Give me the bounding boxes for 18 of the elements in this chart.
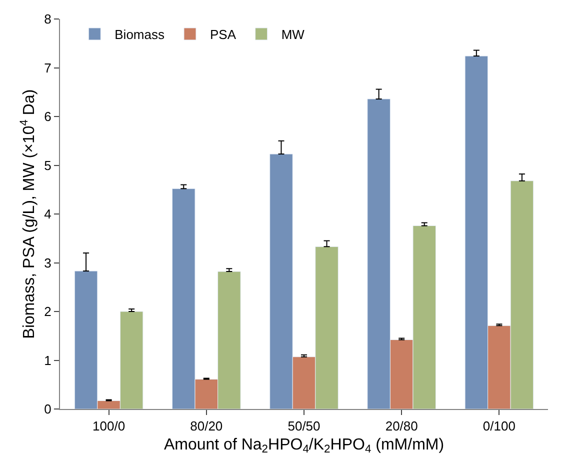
- y-tick-label: 2: [44, 304, 52, 320]
- y-tick-label: 0: [44, 402, 52, 417]
- text: Amount of Na$_{2}$HPO$_{4}$/K$_{2}$HPO$_{4}$ (mM/mM): [164, 436, 444, 456]
- y-tick-label: 5: [44, 158, 52, 173]
- legend-label: MW: [281, 27, 306, 42]
- x-tick-label: 0/100: [482, 418, 516, 434]
- x-tick-label: 80/20: [190, 418, 223, 434]
- x-tick-label: 100/0: [92, 418, 126, 434]
- x-tick-label: 50/50: [288, 418, 320, 434]
- y-tick-label: 3: [44, 255, 52, 270]
- y-tick-label: 4: [44, 206, 52, 222]
- y-tick-label: 1: [44, 352, 52, 368]
- y-tick-label: 8: [44, 12, 52, 27]
- y-tick-label: 6: [44, 109, 52, 124]
- y-tick-label: 7: [44, 60, 52, 76]
- legend-label: Biomass: [114, 27, 165, 42]
- legend-label: PSA: [210, 27, 236, 42]
- x-tick-label: 20/80: [385, 418, 418, 434]
